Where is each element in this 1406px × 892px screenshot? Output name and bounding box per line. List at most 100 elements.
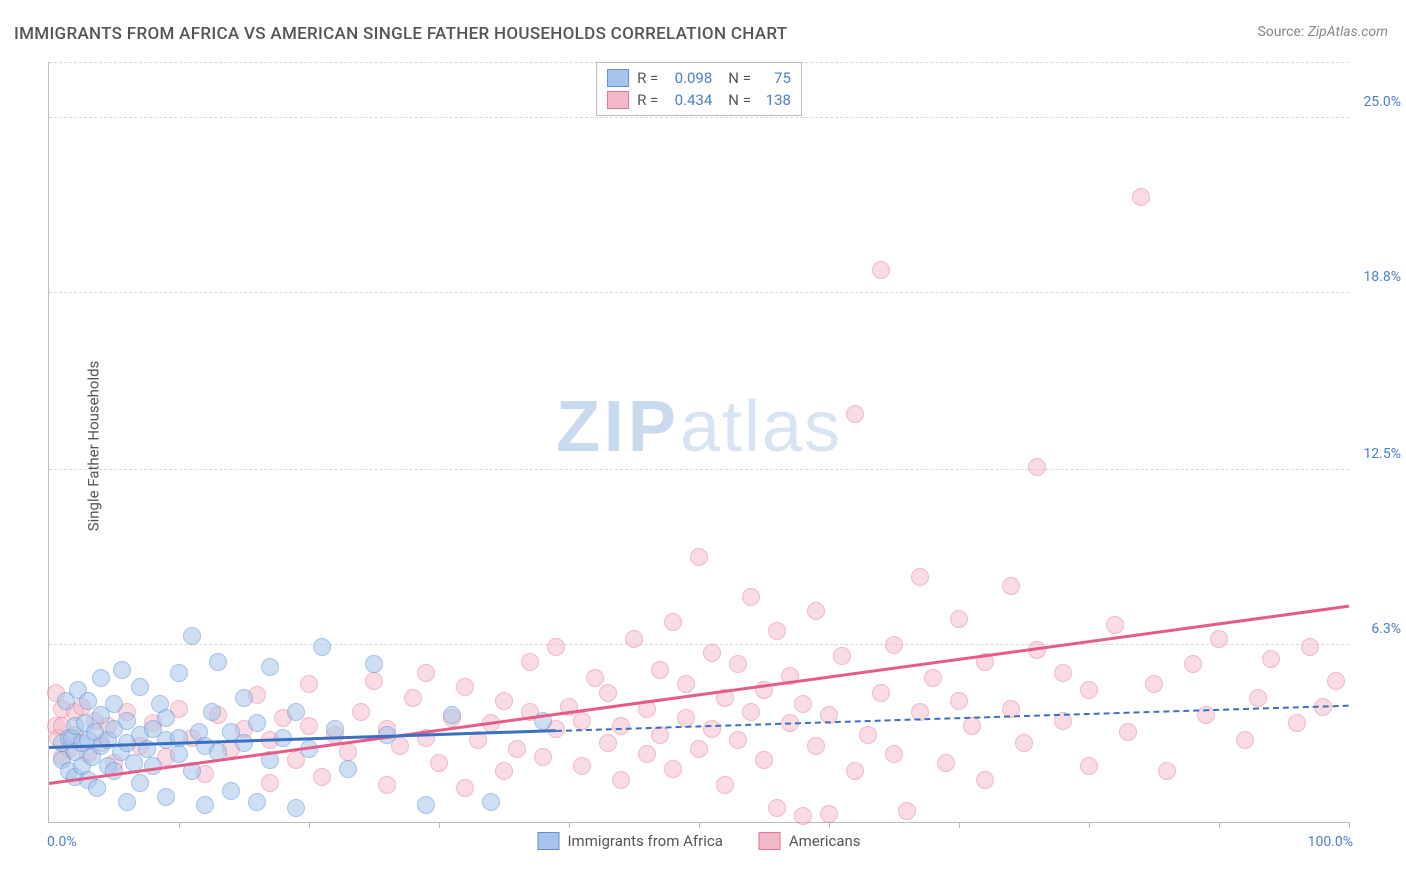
scatter-point-pink [690,740,708,758]
scatter-point-pink [950,692,968,710]
scatter-point-blue [209,653,227,671]
scatter-point-pink [755,751,773,769]
scatter-point-pink [911,568,929,586]
x-tick-mark [829,822,830,828]
scatter-point-blue [482,793,500,811]
scatter-point-pink [612,771,630,789]
scatter-point-pink [1080,757,1098,775]
scatter-point-pink [404,689,422,707]
scatter-point-pink [677,675,695,693]
scatter-point-pink [534,748,552,766]
scatter-point-pink [664,613,682,631]
scatter-point-pink [547,638,565,656]
r-value-blue: 0.098 [666,67,712,89]
scatter-point-blue [170,745,188,763]
y-tick-label: 12.5% [1353,446,1401,462]
r-label-pink: R = [637,89,658,111]
scatter-point-blue [313,638,331,656]
scatter-point-pink [456,779,474,797]
scatter-point-pink [690,548,708,566]
scatter-point-pink [638,745,656,763]
scatter-point-blue [235,734,253,752]
scatter-point-pink [1288,714,1306,732]
scatter-point-blue [131,678,149,696]
scatter-point-pink [729,731,747,749]
scatter-point-pink [1132,188,1150,206]
scatter-point-pink [1210,630,1228,648]
y-tick-label: 6.3% [1353,621,1401,637]
gridline-h [49,644,1349,645]
scatter-point-blue [203,703,221,721]
swatch-blue [607,69,629,87]
scatter-point-pink [859,726,877,744]
scatter-point-pink [677,709,695,727]
x-tick-mark [699,822,700,828]
x-tick-mark [179,822,180,828]
legend-stats-row-blue: R = 0.098 N = 75 [607,67,791,89]
scatter-point-pink [1145,675,1163,693]
x-tick-mark [1349,822,1350,828]
scatter-point-pink [521,653,539,671]
scatter-point-pink [794,807,812,825]
watermark-light: atlas [680,387,842,467]
scatter-point-blue [339,760,357,778]
chart-title: IMMIGRANTS FROM AFRICA VS AMERICAN SINGL… [14,24,787,44]
scatter-point-pink [807,602,825,620]
scatter-point-blue [131,774,149,792]
scatter-point-blue [287,703,305,721]
scatter-point-pink [963,717,981,735]
scatter-point-pink [872,684,890,702]
scatter-point-pink [768,799,786,817]
scatter-point-pink [1262,650,1280,668]
source-attribution: Source: ZipAtlas.com [1257,24,1388,40]
scatter-point-pink [664,760,682,778]
plot-area: ZIPatlas R = 0.098 N = 75 R = 0.434 N = … [48,62,1349,823]
scatter-point-pink [976,771,994,789]
scatter-point-pink [885,636,903,654]
scatter-point-blue [144,757,162,775]
scatter-point-pink [1028,458,1046,476]
scatter-point-pink [716,776,734,794]
scatter-point-pink [794,695,812,713]
scatter-point-pink [1002,577,1020,595]
scatter-point-blue [88,779,106,797]
legend-series: Immigrants from Africa Americans [537,832,860,850]
scatter-point-pink [1054,664,1072,682]
scatter-point-pink [1236,731,1254,749]
scatter-point-pink [898,802,916,820]
scatter-point-pink [1015,734,1033,752]
trendline [556,705,1349,732]
scatter-point-pink [313,768,331,786]
y-tick-label: 18.8% [1353,269,1401,285]
n-value-blue: 75 [759,67,791,89]
watermark: ZIPatlas [556,386,842,468]
scatter-point-pink [1080,681,1098,699]
scatter-point-pink [573,757,591,775]
scatter-point-pink [846,405,864,423]
series-name-blue: Immigrants from Africa [567,832,722,850]
scatter-point-pink [261,774,279,792]
scatter-point-pink [365,672,383,690]
scatter-point-pink [950,610,968,628]
scatter-point-pink [352,703,370,721]
source-value: ZipAtlas.com [1308,24,1388,40]
scatter-point-pink [937,754,955,772]
scatter-point-pink [300,717,318,735]
scatter-point-pink [846,762,864,780]
watermark-bold: ZIP [556,387,680,467]
gridline-h [49,292,1349,293]
scatter-point-pink [599,684,617,702]
scatter-point-pink [430,754,448,772]
scatter-point-pink [612,717,630,735]
n-value-pink: 138 [759,89,791,111]
scatter-point-pink [1158,762,1176,780]
scatter-point-blue [105,695,123,713]
source-label: Source: [1257,24,1304,40]
scatter-point-blue [248,793,266,811]
scatter-point-pink [456,678,474,696]
legend-stats: R = 0.098 N = 75 R = 0.434 N = 138 [596,62,802,116]
scatter-point-pink [833,647,851,665]
scatter-point-pink [573,712,591,730]
scatter-point-blue [443,706,461,724]
r-value-pink: 0.434 [666,89,712,111]
